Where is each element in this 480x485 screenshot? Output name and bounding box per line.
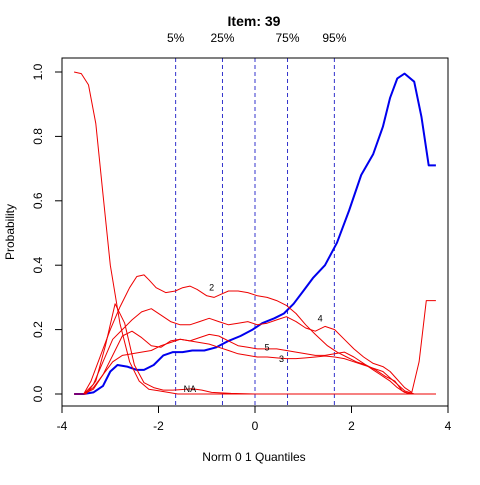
percentile-label: 95%: [322, 31, 346, 45]
x-axis-label: Norm 0 1 Quantiles: [202, 450, 305, 464]
percentile-label: 5%: [167, 31, 185, 45]
series-label: NA: [184, 384, 197, 394]
series-line: [74, 300, 436, 395]
y-tick-label: 0.0: [31, 385, 45, 402]
x-tick-label: -2: [153, 419, 164, 433]
x-tick-label: 4: [445, 419, 452, 433]
percentile-label: 25%: [210, 31, 234, 45]
x-tick-label: 0: [252, 419, 259, 433]
y-tick-label: 0.2: [31, 321, 45, 338]
series-line: [74, 274, 436, 395]
series-label: 2: [209, 283, 214, 293]
series-label: 4: [318, 313, 323, 323]
y-tick-label: 1.0: [31, 63, 45, 80]
series-line: [74, 72, 436, 395]
x-tick-label: -4: [57, 419, 68, 433]
x-tick-label: 2: [348, 419, 355, 433]
series-line: [74, 338, 436, 395]
y-axis: 0.0 0.2 0.4 0.6 0.8 1.0: [31, 63, 63, 402]
y-tick-label: 0.8: [31, 128, 45, 145]
chart-title: Item: 39: [228, 13, 281, 29]
series-group: NA 2 4 53: [73, 71, 436, 395]
y-tick-label: 0.4: [31, 257, 45, 274]
y-axis-label: Probability: [3, 204, 17, 260]
series-label: 3: [279, 354, 284, 364]
x-axis: -4 -2 0 2 4: [57, 405, 452, 433]
series-line: [74, 330, 436, 395]
series-line: [74, 303, 436, 395]
series-label: 5: [265, 342, 270, 352]
y-tick-label: 0.6: [31, 192, 45, 209]
percentile-label: 75%: [276, 31, 300, 45]
